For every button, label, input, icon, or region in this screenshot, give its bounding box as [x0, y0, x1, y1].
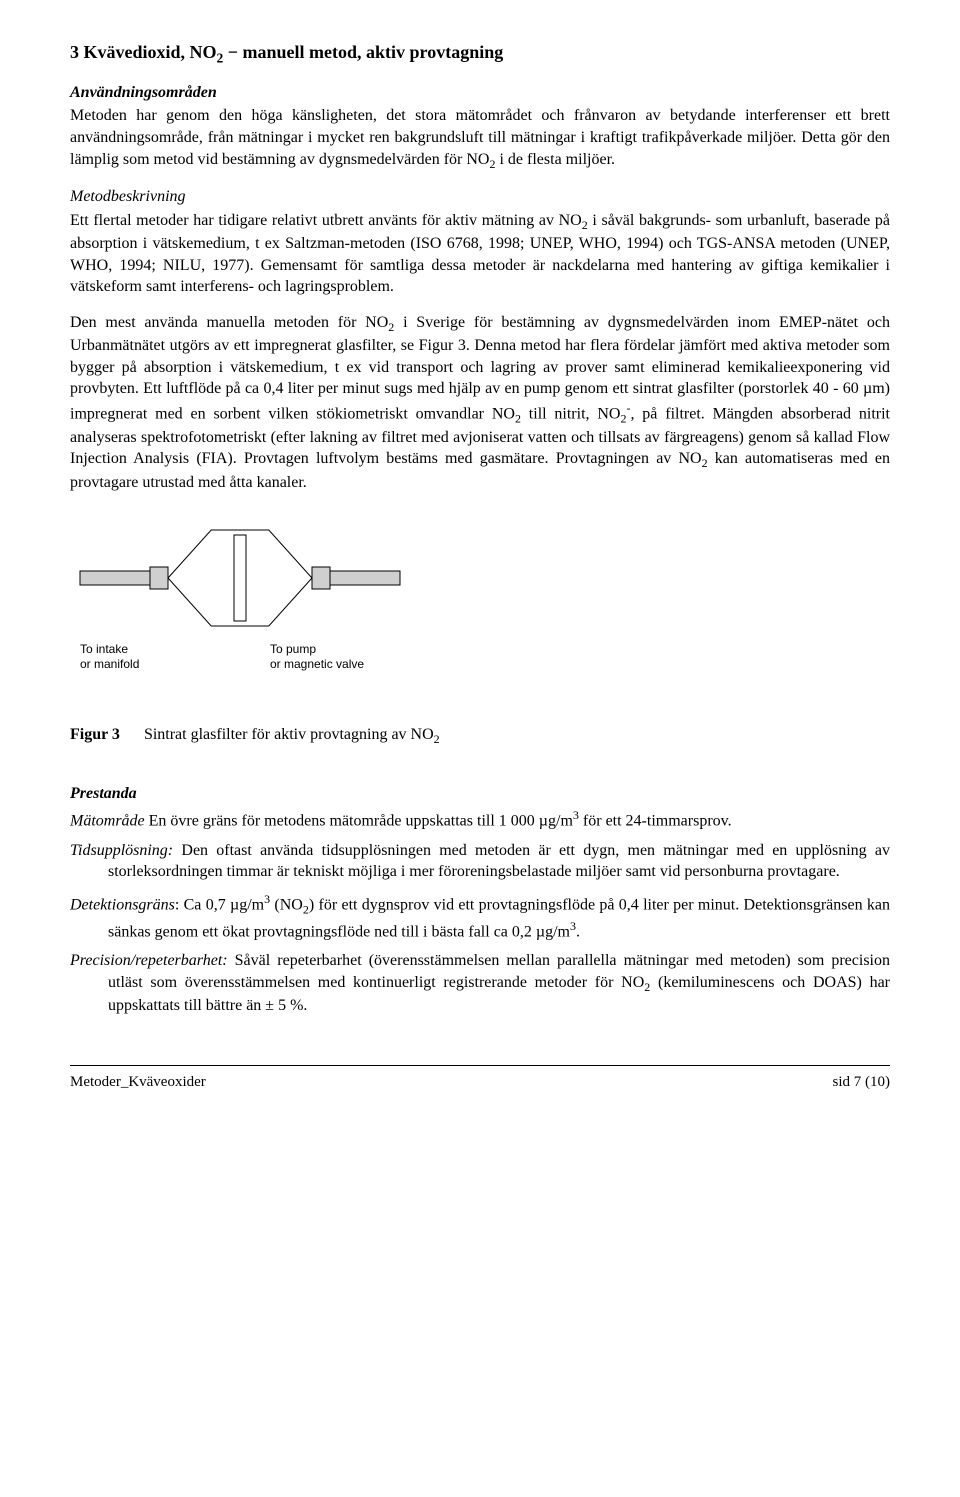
footer-right: sid 7 (10)	[833, 1072, 891, 1092]
method-heading: Metodbeskrivning	[70, 186, 890, 208]
figure-3: To intakeor manifold To pumpor magnetic v…	[70, 523, 890, 747]
section-title: 3 Kvävedioxid, NO2 − manuell metod, akti…	[70, 40, 890, 68]
performance-tidsupplosning: Tidsupplösning: Den oftast använda tidsu…	[70, 840, 890, 883]
page-footer: Metoder_Kväveoxider sid 7 (10)	[70, 1072, 890, 1092]
performance-precision: Precision/repeterbarhet: Såväl repeterba…	[70, 950, 890, 1017]
figure-3-diagram: To intakeor manifold To pumpor magnetic v…	[70, 523, 430, 693]
section-number: 3	[70, 42, 79, 62]
svg-text:To pump: To pump	[270, 642, 316, 656]
method-paragraph-2: Den mest använda manuella metoden för NO…	[70, 312, 890, 493]
usage-paragraph: Metoden har genom den höga känsligheten,…	[70, 105, 890, 172]
svg-text:To intake: To intake	[80, 642, 128, 656]
performance-heading: Prestanda	[70, 783, 890, 805]
method-paragraph-1: Ett flertal metoder har tidigare relativ…	[70, 210, 890, 298]
usage-heading: Användningsområden	[70, 82, 890, 104]
performance-detektionsgrans: Detektionsgräns: Ca 0,7 µg/m3 (NO2) för …	[70, 891, 890, 943]
footer-rule	[70, 1065, 890, 1066]
performance-matomrade: Mätområde En övre gräns för metodens mät…	[70, 807, 890, 832]
svg-text:or magnetic valve: or magnetic valve	[270, 657, 364, 671]
figure-3-caption-text: Sintrat glasfilter för aktiv provtagning…	[144, 726, 440, 743]
figure-3-label: Figur 3	[70, 726, 120, 743]
section-heading: Kvävedioxid, NO2 − manuell metod, aktiv …	[84, 42, 504, 62]
performance-list: Mätområde En övre gräns för metodens mät…	[70, 807, 890, 1017]
svg-text:or manifold: or manifold	[80, 657, 139, 671]
footer-left: Metoder_Kväveoxider	[70, 1072, 206, 1092]
figure-3-caption: Figur 3 Sintrat glasfilter för aktiv pro…	[70, 724, 890, 747]
